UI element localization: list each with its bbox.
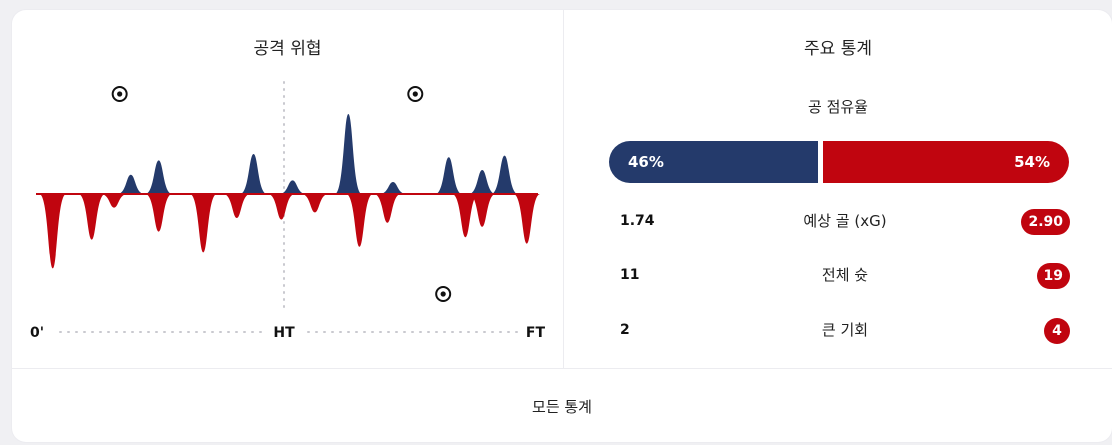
goal-ball-icon	[407, 86, 424, 102]
stat-home-value: 1.74	[620, 213, 655, 229]
timeline-start-label: 0'	[30, 325, 44, 341]
goal-ball-icon	[435, 286, 452, 302]
attack-momentum-panel: 공격 위협 0' HT FT	[12, 10, 564, 368]
away-momentum-peak	[39, 194, 67, 269]
home-momentum-peak	[435, 157, 463, 194]
away-momentum-peak	[145, 194, 173, 232]
stat-label: 전체 슛	[821, 266, 869, 284]
momentum-areas	[39, 114, 541, 269]
possession-bar: 46% 54%	[609, 141, 1069, 183]
stat-label: 큰 기회	[821, 321, 869, 339]
stat-label: 예상 골 (xG)	[803, 212, 887, 230]
home-momentum-peak	[379, 182, 407, 194]
stat-row-xg: 1.74 예상 골 (xG) 2.90	[620, 207, 1070, 235]
home-momentum-peak	[145, 160, 173, 194]
away-momentum-peak	[267, 194, 295, 220]
away-momentum-peak	[373, 194, 401, 223]
away-momentum-peak	[513, 194, 541, 244]
attack-momentum-title: 공격 위협	[253, 39, 322, 59]
possession-home: 46%	[609, 141, 818, 183]
possession-label: 공 점유율	[808, 98, 868, 116]
stat-away-badge: 19	[1036, 263, 1070, 289]
stat-home-value: 11	[620, 267, 640, 283]
away-momentum-peak	[346, 194, 374, 247]
home-momentum-peak	[491, 155, 519, 194]
goal-markers	[111, 86, 452, 302]
home-momentum-peak	[468, 170, 496, 194]
stat-row-total-shots: 11 전체 슛 19	[620, 261, 1070, 289]
stat-home-value: 2	[620, 322, 630, 338]
attack-momentum-chart: 0' HT FT	[30, 81, 546, 341]
all-stats-button[interactable]: 모든 통계	[12, 368, 1112, 442]
stat-away-badge: 4	[1044, 318, 1070, 344]
home-momentum-peak	[117, 174, 145, 194]
away-momentum-peak	[100, 194, 128, 208]
away-momentum-peak	[451, 194, 479, 238]
key-stats-panel: 주요 통계 공 점유율 46% 54% 1.74 예상 골 (xG) 2.90 …	[564, 10, 1112, 368]
key-stats-title: 주요 통계	[804, 39, 872, 59]
away-momentum-peak	[468, 194, 496, 227]
home-momentum-peak	[279, 180, 307, 194]
away-momentum-peak	[301, 194, 329, 213]
away-momentum-peak	[78, 194, 106, 240]
stat-row-big-chances: 2 큰 기회 4	[620, 316, 1070, 344]
away-momentum-peak	[223, 194, 251, 218]
possession-away: 54%	[823, 141, 1069, 183]
match-stats-card: 공격 위협 0' HT FT 주요 통계 공 점유율 46% 54% 1.74 …	[12, 10, 1112, 442]
away-momentum-peak	[189, 194, 217, 253]
home-momentum-peak	[334, 114, 362, 194]
stat-away-badge: 2.90	[1021, 209, 1070, 235]
goal-ball-icon	[111, 86, 128, 102]
timeline-halftime-label: HT	[273, 325, 295, 341]
timeline-end-label: FT	[526, 325, 546, 341]
home-momentum-peak	[240, 154, 268, 194]
